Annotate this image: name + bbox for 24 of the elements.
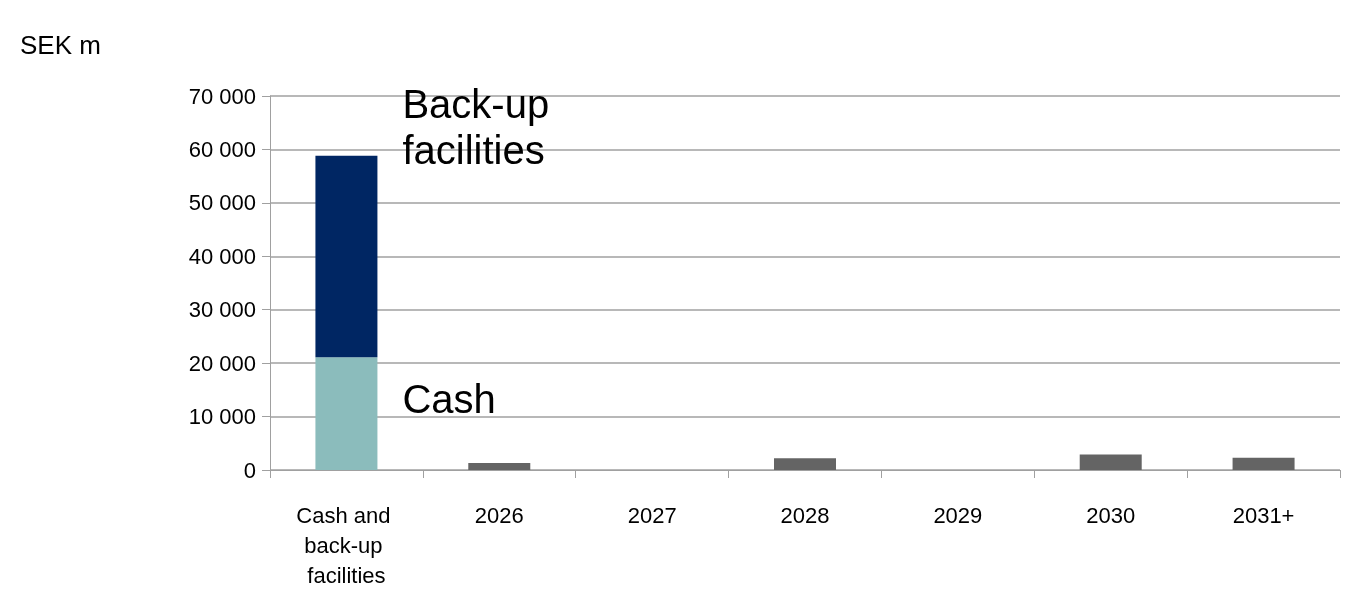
x-tick-label: 2027 — [627, 502, 677, 528]
y-tick-label: 10 000 — [188, 404, 256, 430]
bar — [315, 357, 378, 470]
y-tick-label: 30 000 — [188, 297, 256, 323]
y-tick-label: 20 000 — [188, 350, 256, 376]
x-tick-label: 2029 — [933, 502, 983, 528]
y-tick-label: 60 000 — [188, 136, 256, 162]
y-tick-label: 70 000 — [188, 83, 256, 109]
x-tick-label: 2028 — [780, 502, 830, 528]
y-tick-label: 40 000 — [188, 243, 256, 269]
bar — [774, 458, 836, 470]
y-tick-label: 0 — [243, 457, 256, 483]
x-tick-label: 2031+ — [1232, 502, 1295, 528]
x-tick-label: 2030 — [1086, 502, 1136, 528]
bar — [1079, 454, 1142, 470]
y-tick-label: 50 000 — [188, 190, 256, 216]
bar — [468, 463, 531, 470]
bar — [1232, 457, 1295, 470]
x-tick-label: Cash and back-up facilities — [296, 502, 397, 588]
bar — [315, 155, 378, 358]
series-label: Cash — [402, 376, 496, 421]
x-tick-label: 2026 — [474, 502, 524, 528]
y-axis-title: SEK m — [20, 30, 101, 60]
series-label: Back-up facilities — [402, 81, 561, 172]
